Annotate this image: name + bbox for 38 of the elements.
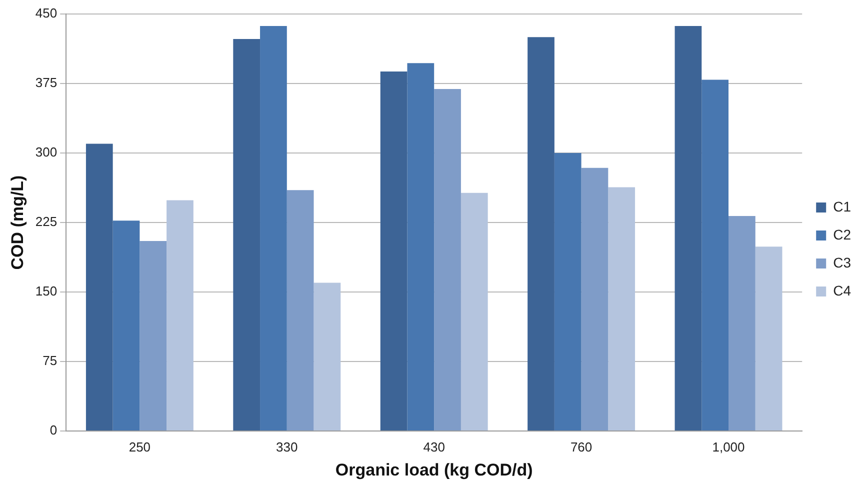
bar (233, 39, 260, 430)
y-tick-label: 75 (42, 353, 58, 368)
x-tick-label: 1,000 (712, 439, 745, 454)
y-tick-label: 225 (35, 214, 58, 230)
bar (581, 168, 608, 430)
y-tick-label: 150 (35, 284, 58, 299)
bar (86, 144, 113, 430)
y-tick-label: 300 (35, 144, 58, 160)
bar (702, 80, 728, 430)
x-tick-label: 760 (570, 439, 592, 454)
bar (140, 241, 167, 430)
bar (166, 200, 194, 430)
y-tick-label: 0 (50, 422, 58, 438)
y-axis-title: COD (mg/L) (8, 175, 27, 270)
bar (407, 63, 434, 430)
bar (755, 246, 782, 430)
bar (460, 192, 488, 430)
bar (528, 37, 554, 430)
legend-label: C3 (833, 254, 852, 270)
bar (608, 187, 636, 430)
bar (260, 26, 287, 430)
bar (554, 153, 582, 430)
x-tick-label: 250 (128, 439, 151, 454)
legend-label: C2 (833, 226, 852, 242)
legend-label: C1 (833, 198, 852, 214)
bar (314, 282, 341, 430)
bar (674, 26, 702, 430)
bar (728, 216, 756, 430)
y-tick-label: 375 (35, 75, 58, 90)
x-axis-title: Organic load (kg COD/d) (335, 460, 533, 480)
legend-label: C4 (833, 282, 852, 298)
bar (286, 190, 314, 430)
bar (380, 71, 408, 430)
bar (434, 89, 461, 430)
x-tick-label: 330 (276, 439, 298, 454)
y-tick-label: 450 (35, 6, 58, 21)
x-tick-label: 430 (423, 439, 445, 454)
bar (112, 220, 140, 430)
